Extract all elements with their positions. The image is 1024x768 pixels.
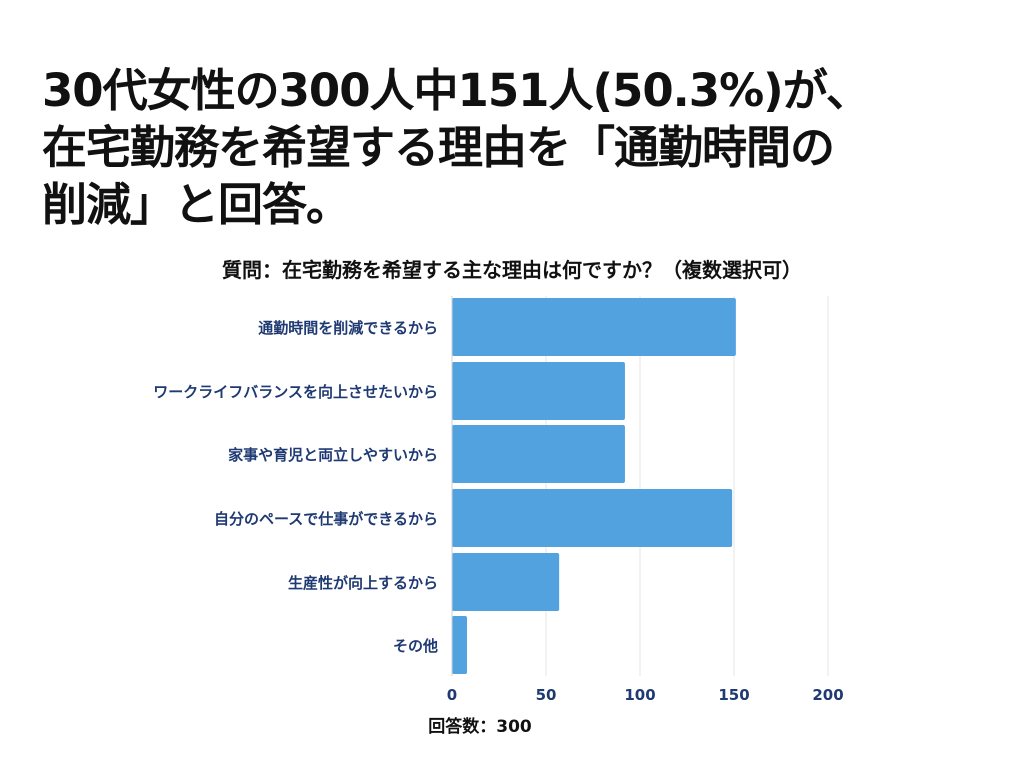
category-label-1: ワークライフバランスを向上させたいから	[153, 383, 438, 401]
category-label-5: その他	[393, 637, 438, 655]
bar-5	[452, 616, 468, 674]
bar-3	[452, 489, 733, 547]
headline: 30代女性の300人中151人(50.3%)が、 在宅勤務を希望する理由を「通勤…	[42, 62, 1002, 233]
headline-line-3: 削減」と回答。	[42, 178, 351, 231]
bar-2	[452, 425, 625, 483]
x-tick-label-50: 50	[536, 686, 557, 704]
bar-4	[452, 553, 560, 611]
response-count: 回答数：300	[428, 717, 532, 737]
x-tick-label-100: 100	[624, 686, 655, 704]
headline-line-1: 30代女性の300人中151人(50.3%)が、	[42, 64, 871, 117]
chart-title: 質問：在宅勤務を希望する主な理由は何ですか？（複数選択可）	[222, 258, 802, 282]
category-label-0: 通勤時間を削減できるから	[258, 319, 438, 337]
category-label-2: 家事や育児と両立しやすいから	[228, 446, 438, 464]
category-label-4: 生産性が向上するから	[288, 574, 438, 592]
category-label-3: 自分のペースで仕事ができるから	[214, 510, 438, 528]
headline-line-2: 在宅勤務を希望する理由を「通勤時間の	[42, 121, 835, 174]
x-tick-label-200: 200	[812, 686, 843, 704]
bar-1	[452, 362, 625, 420]
x-tick-label-150: 150	[718, 686, 749, 704]
x-tick-label-0: 0	[447, 686, 457, 704]
bar-0	[452, 298, 736, 356]
